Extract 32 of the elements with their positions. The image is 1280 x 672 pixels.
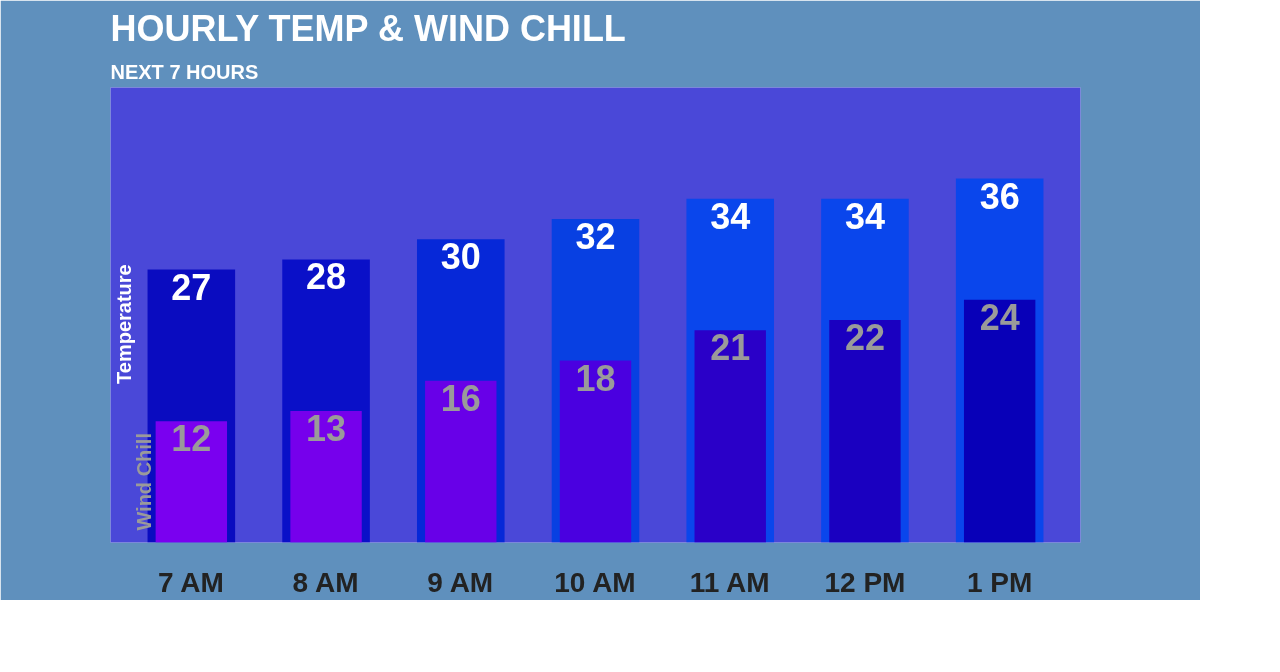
bar [829,320,901,543]
text: Temperature [113,264,136,384]
data-label: 32 [575,215,616,257]
bar [290,411,362,543]
data-label: 16 [440,377,481,419]
x-tick-label: 7 AM [157,566,224,598]
bar [694,330,766,543]
data-label: 30 [440,236,481,278]
data-label: 21 [710,327,751,369]
data-label: 13 [306,408,347,450]
x-tick-label: 11 AM [689,566,770,598]
x-tick-label: 8 AM [292,566,359,598]
chart-subtitle: NEXT 7 HOURS [110,60,259,83]
bar [425,380,497,543]
x-tick-label: 1 PM [966,566,1033,598]
data-label: 18 [575,357,616,399]
bar [155,421,228,543]
data-label: 28 [306,256,347,298]
data-label: 27 [171,266,212,308]
x-tick-label: 9 AM [427,566,494,598]
bar [963,299,1036,543]
data-label: 36 [979,175,1020,217]
x-tick-label: 10 AM [554,566,636,598]
bar [559,360,632,543]
text: Wind Chill [132,433,155,531]
data-label: 12 [171,418,212,460]
data-label: 34 [710,195,751,237]
data-label: 24 [979,296,1020,338]
chart-title: HOURLY TEMP & WIND CHILL [110,7,626,49]
data-label: 34 [844,195,885,237]
data-label: 22 [844,317,885,359]
x-tick-label: 12 PM [824,566,906,598]
